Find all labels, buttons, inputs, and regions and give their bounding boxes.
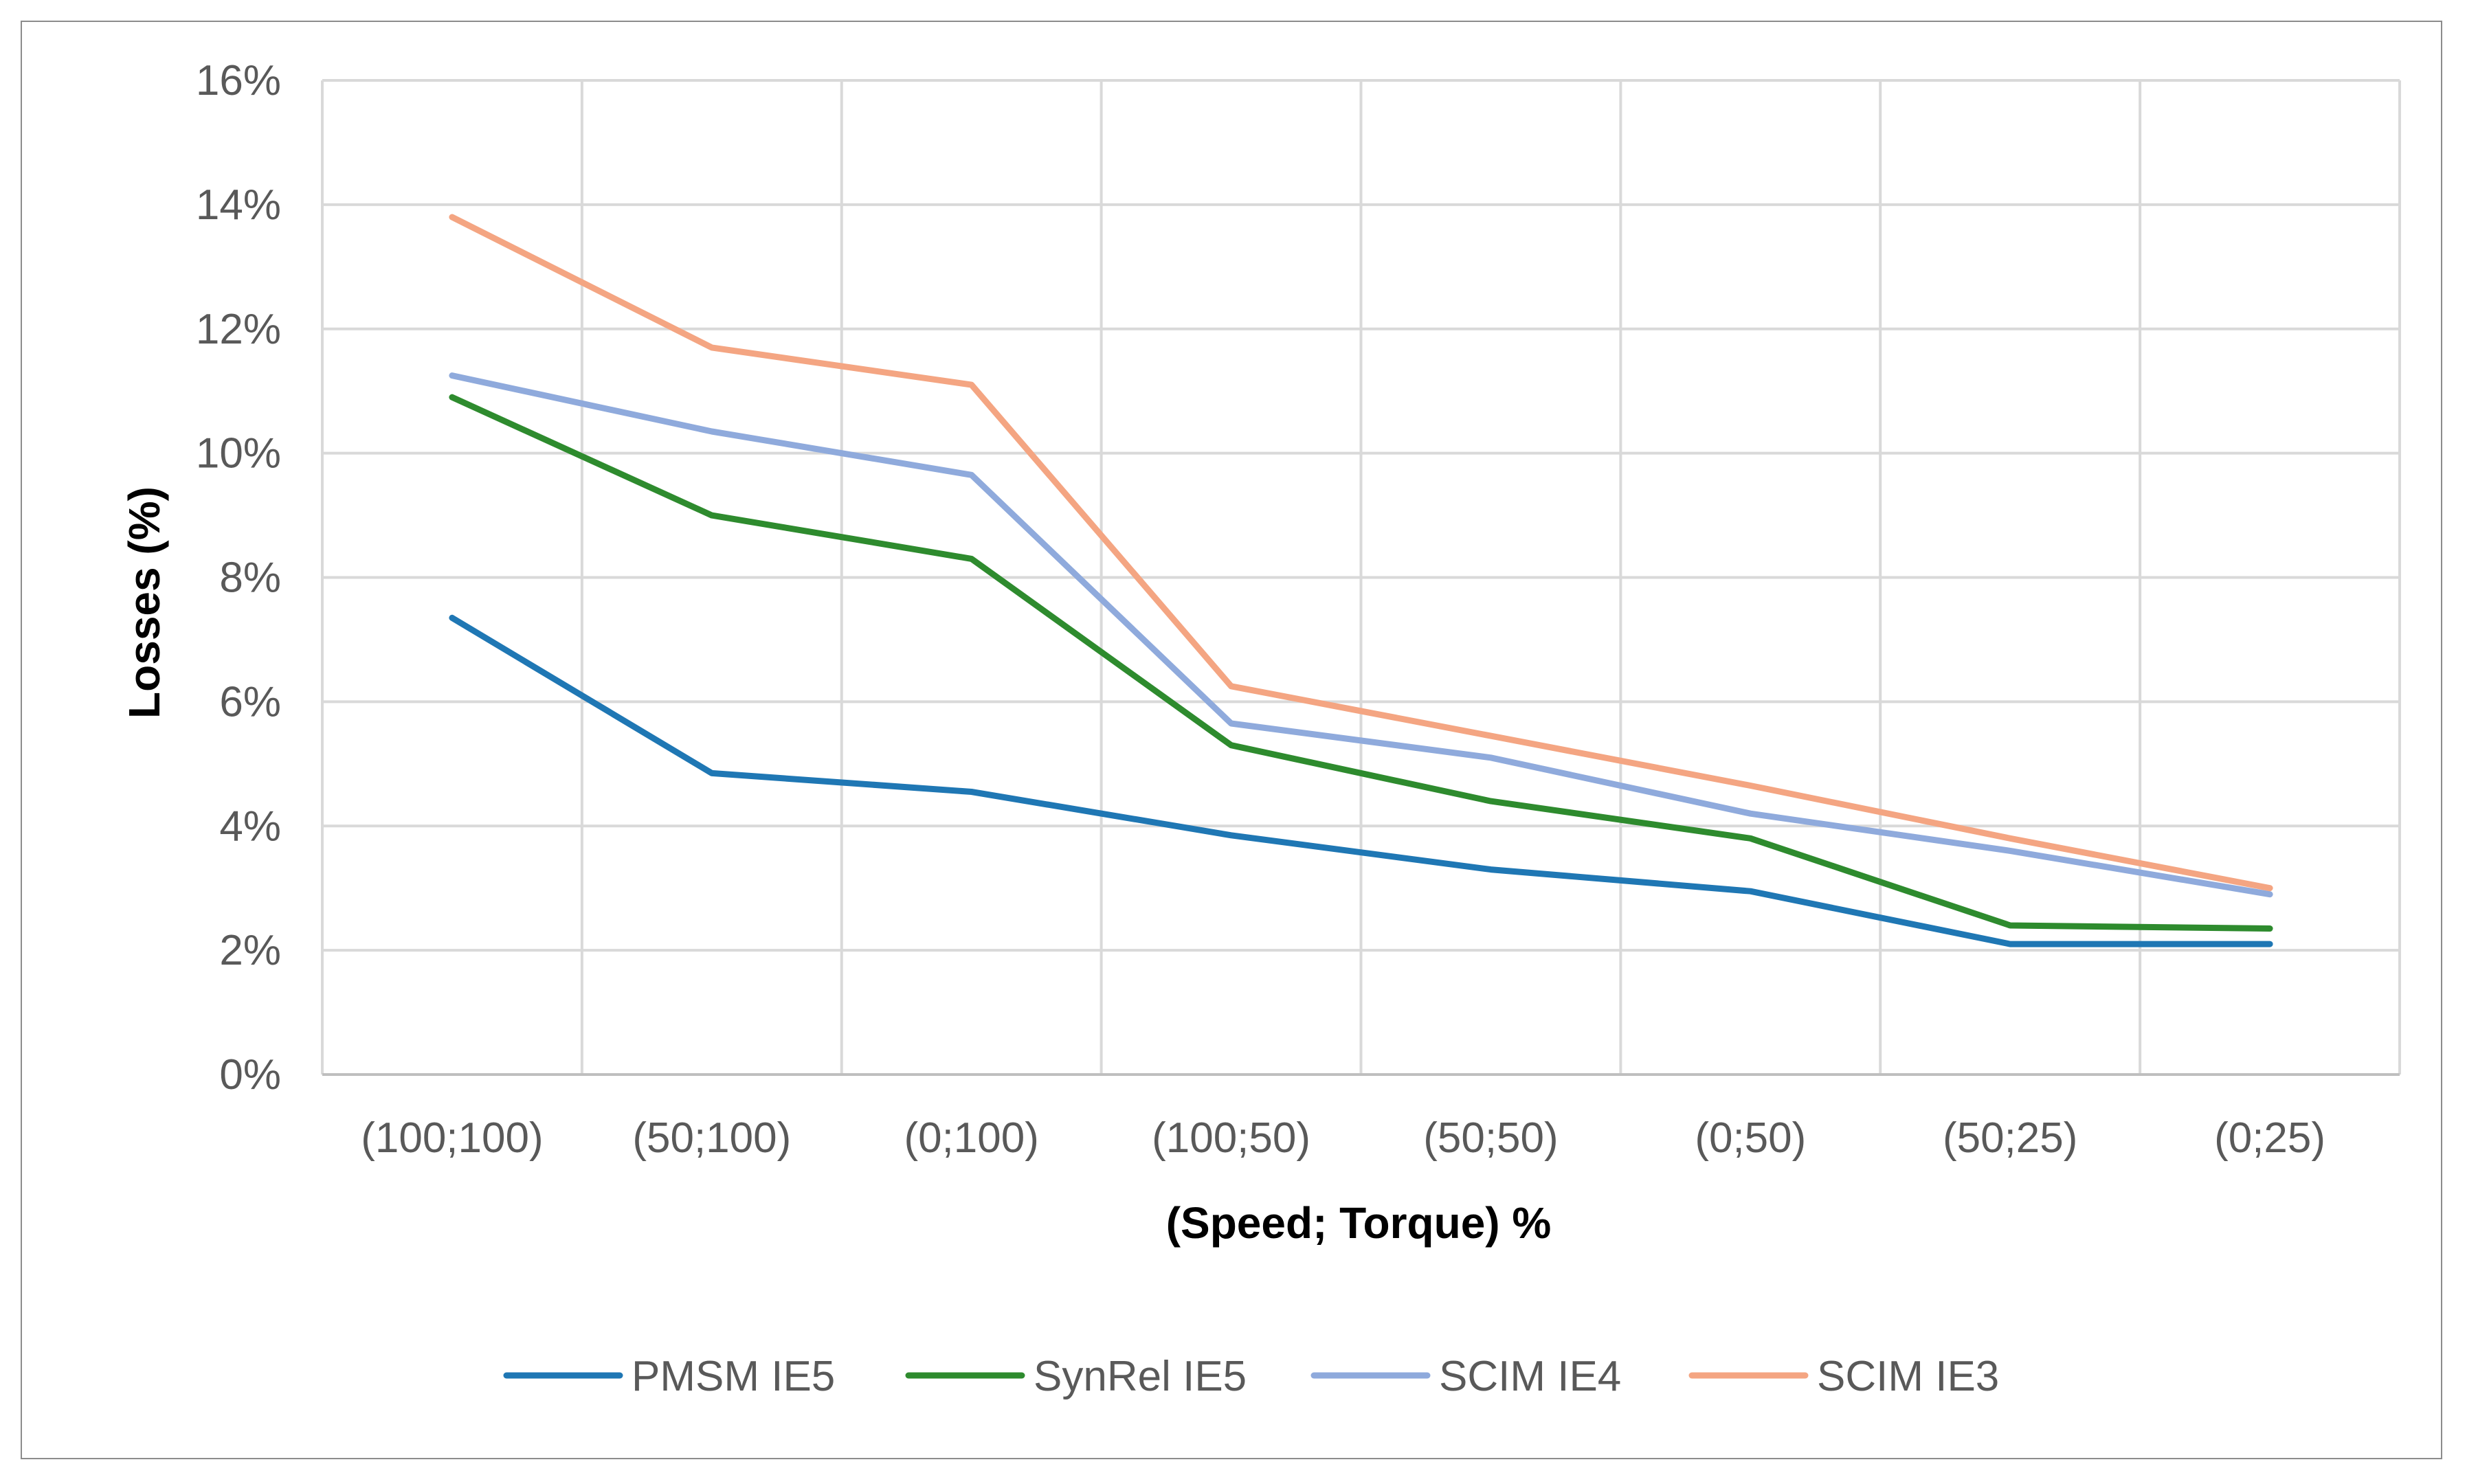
data-point-scim-ie3 <box>450 215 454 218</box>
series-lines <box>449 214 2273 947</box>
y-tick-label: 4% <box>219 802 281 850</box>
series-line-pmsm-ie5 <box>449 614 2273 947</box>
x-tick-label: (0;25) <box>2214 1114 2325 1162</box>
x-tick-label: (0;50) <box>1695 1114 1806 1162</box>
chart-frame: 0% 2% 4% 6% 8% 10% 12% 14% 16% (100;100) (50;100)… <box>21 21 2442 1459</box>
data-point-scim-ie4 <box>710 429 713 433</box>
data-point-scim-ie4 <box>1489 756 1493 759</box>
data-point-synrel-ie5 <box>1229 743 1233 747</box>
x-tick-label: (0;100) <box>904 1114 1038 1162</box>
x-axis-title: (Speed; Torque) % <box>1166 1198 1552 1248</box>
data-point-scim-ie3 <box>1489 734 1493 738</box>
data-point-scim-ie3 <box>1749 784 1752 787</box>
data-point-scim-ie3 <box>1229 684 1233 688</box>
legend-label-synrel-ie5: SynRel IE5 <box>1034 1353 1247 1400</box>
x-tick-label: (100;50) <box>1152 1114 1310 1162</box>
y-tick-label: 16% <box>196 57 281 104</box>
series-line-synrel-ie5 <box>449 394 2273 932</box>
legend: PMSM IE5 SynRel IE5 SCIM IE4 SCIM IE3 <box>503 1353 1999 1400</box>
data-point-pmsm-ie5 <box>2009 943 2012 946</box>
data-point-scim-ie4 <box>1749 812 1752 816</box>
data-point-pmsm-ie5 <box>1749 890 1752 893</box>
data-point-scim-ie4 <box>450 374 454 377</box>
data-point-scim-ie3 <box>2268 886 2272 890</box>
data-point-pmsm-ie5 <box>1229 833 1233 837</box>
data-point-synrel-ie5 <box>2009 923 2012 927</box>
data-point-pmsm-ie5 <box>970 790 973 794</box>
x-tick-label: (50;25) <box>1943 1114 2077 1162</box>
data-point-pmsm-ie5 <box>1489 868 1493 871</box>
data-point-scim-ie3 <box>970 383 973 387</box>
x-tick-label: (50;50) <box>1423 1114 1558 1162</box>
data-point-scim-ie3 <box>710 346 713 349</box>
series-line-scim-ie4 <box>449 372 2273 898</box>
data-point-scim-ie4 <box>970 473 973 477</box>
data-point-pmsm-ie5 <box>710 772 713 775</box>
x-tick-label: (100;100) <box>361 1114 543 1162</box>
y-tick-label: 8% <box>219 554 281 602</box>
legend-label-scim-ie4: SCIM IE4 <box>1439 1353 1621 1400</box>
line-chart: 0% 2% 4% 6% 8% 10% 12% 14% 16% (100;100) (50;100)… <box>120 57 2401 1400</box>
x-tick-label: (50;100) <box>632 1114 791 1162</box>
legend-label-scim-ie3: SCIM IE3 <box>1817 1353 1999 1400</box>
y-axis-title: Losses (%) <box>120 486 169 719</box>
data-point-synrel-ie5 <box>1489 800 1493 803</box>
data-point-scim-ie4 <box>1229 722 1233 726</box>
data-point-synrel-ie5 <box>450 396 454 399</box>
data-point-scim-ie4 <box>2009 849 2012 853</box>
data-point-scim-ie3 <box>2009 837 2012 840</box>
y-tick-label: 6% <box>219 678 281 726</box>
legend-label-pmsm-ie5: PMSM IE5 <box>632 1353 835 1400</box>
data-point-synrel-ie5 <box>2268 927 2272 930</box>
data-point-scim-ie4 <box>2268 892 2272 896</box>
data-point-synrel-ie5 <box>1749 837 1752 840</box>
data-point-synrel-ie5 <box>710 514 713 517</box>
y-tick-label: 2% <box>219 927 281 974</box>
y-tick-label: 10% <box>196 430 281 477</box>
data-point-synrel-ie5 <box>970 557 973 561</box>
y-tick-label: 14% <box>196 181 281 229</box>
y-tick-label: 12% <box>196 306 281 353</box>
y-tick-labels: 0% 2% 4% 6% 8% 10% 12% 14% 16% <box>196 57 281 1099</box>
series-line-scim-ie3 <box>449 214 2273 892</box>
y-tick-label: 0% <box>219 1051 281 1099</box>
data-point-pmsm-ie5 <box>450 616 454 620</box>
x-tick-labels: (100;100) (50;100) (0;100) (100;50) (50;50) (… <box>361 1114 2325 1162</box>
data-point-pmsm-ie5 <box>2268 943 2272 946</box>
